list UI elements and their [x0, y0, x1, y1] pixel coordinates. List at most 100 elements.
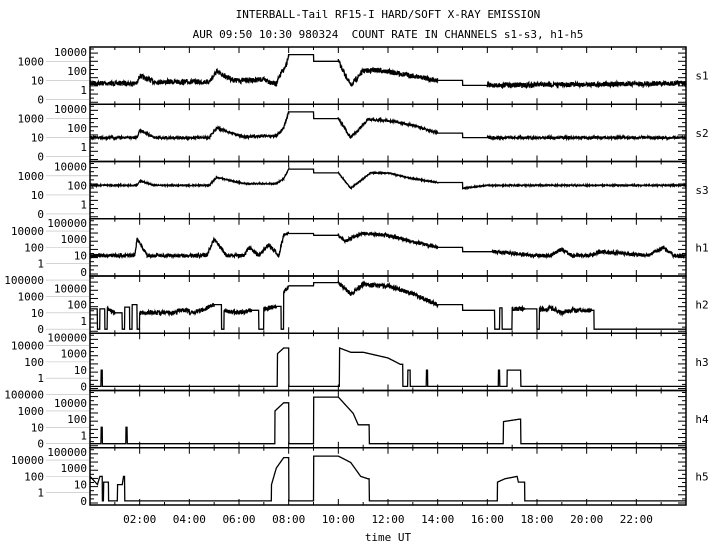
series-h2 [90, 280, 686, 330]
x-tick-label: 10:00 [322, 513, 355, 526]
y-tick-label: 100000 [4, 389, 44, 402]
y-tick-label: 10 [74, 364, 87, 377]
panel-frame [89, 160, 687, 220]
series-h1 [89, 230, 687, 260]
y-tick-label: 10000 [54, 282, 87, 295]
y-tick-label: 10000 [11, 225, 44, 238]
series-h5 [89, 455, 686, 502]
y-tick-label: 100 [67, 299, 87, 312]
y-tick-label: 10 [31, 132, 44, 145]
y-tick-label: 10000 [54, 397, 87, 410]
series-h3 [90, 346, 686, 388]
y-tick-label: 1 [80, 198, 87, 211]
y-tick-label: 1000 [61, 233, 88, 246]
series-s3 [89, 166, 687, 191]
y-tick-label: 0 [37, 151, 44, 164]
panel-frame [89, 332, 687, 392]
panel-frame [89, 46, 687, 105]
y-tick-label: 1 [37, 258, 44, 271]
y-tick-label: 0 [37, 438, 44, 451]
y-tick-label: 10 [31, 74, 44, 87]
y-tick-label: 1 [80, 141, 87, 154]
series-s1 [89, 53, 687, 90]
y-tick-label: 100 [67, 179, 87, 192]
x-tick-label: 08:00 [272, 513, 305, 526]
x-tick-label: 12:00 [371, 513, 404, 526]
y-tick-label: 100 [24, 470, 44, 483]
y-tick-label: 10000 [54, 46, 87, 59]
channel-label: h4 [695, 413, 709, 426]
y-tick-label: 10 [31, 421, 44, 434]
y-tick-label: 100000 [47, 446, 87, 459]
y-tick-label: 0 [80, 380, 87, 393]
y-tick-label: 1 [37, 487, 44, 500]
y-tick-label: 1 [80, 315, 87, 328]
y-tick-label: 10 [74, 479, 87, 492]
y-tick-label: 0 [37, 208, 44, 221]
y-tick-label: 10 [31, 189, 44, 202]
y-tick-label: 0 [80, 266, 87, 279]
panel-frame [89, 218, 687, 277]
x-tick-label: 18:00 [520, 513, 553, 526]
y-tick-label: 0 [37, 323, 44, 336]
series-s2 [89, 110, 687, 142]
y-tick-label: 10000 [11, 340, 44, 353]
x-axis-label: time UT [365, 531, 412, 544]
channel-label: s1 [695, 70, 708, 83]
y-tick-label: 100000 [4, 274, 44, 287]
y-tick-label: 100000 [47, 331, 87, 344]
channel-label: h1 [695, 241, 708, 254]
chart-subtitle: AUR 09:50 10:30 980324 COUNT RATE IN CHA… [193, 28, 584, 41]
y-tick-label: 100 [67, 65, 87, 78]
y-tick-label: 1000 [61, 462, 88, 475]
y-tick-label: 1000 [18, 290, 45, 303]
y-tick-label: 100 [24, 241, 44, 254]
y-tick-label: 1000 [18, 170, 45, 183]
y-tick-label: 1 [80, 429, 87, 442]
y-tick-label: 10000 [54, 103, 87, 116]
y-tick-label: 10 [74, 250, 87, 263]
y-tick-label: 10000 [11, 454, 44, 467]
channel-label: s2 [695, 127, 708, 140]
y-tick-label: 1 [80, 84, 87, 97]
channel-label: h5 [695, 470, 708, 483]
channel-label: h2 [695, 299, 708, 312]
y-tick-label: 10000 [54, 160, 87, 173]
x-tick-label: 16:00 [471, 513, 504, 526]
x-tick-label: 22:00 [620, 513, 653, 526]
y-tick-label: 100 [67, 413, 87, 426]
y-tick-label: 100 [24, 356, 44, 369]
x-tick-label: 02:00 [123, 513, 156, 526]
x-tick-label: 06:00 [222, 513, 255, 526]
channel-label: s3 [695, 184, 708, 197]
y-tick-label: 10 [31, 307, 44, 320]
x-tick-label: 04:00 [173, 513, 206, 526]
y-tick-label: 1 [37, 372, 44, 385]
chart-title: INTERBALL-Tail RF15-I HARD/SOFT X-RAY EM… [236, 8, 541, 21]
x-tick-label: 20:00 [570, 513, 603, 526]
panel-frame [89, 103, 687, 163]
y-tick-label: 100000 [47, 217, 87, 230]
y-tick-label: 1000 [18, 405, 45, 418]
panel-frame [89, 447, 687, 506]
y-tick-label: 1000 [18, 55, 45, 68]
panel-frame [89, 389, 687, 449]
series-h4 [90, 396, 686, 445]
channel-label: h3 [695, 356, 708, 369]
x-tick-label: 14:00 [421, 513, 454, 526]
y-tick-label: 1000 [61, 348, 88, 361]
y-tick-label: 1000 [18, 113, 45, 126]
y-tick-label: 100 [67, 122, 87, 135]
y-tick-label: 0 [80, 495, 87, 508]
y-tick-label: 0 [37, 93, 44, 106]
